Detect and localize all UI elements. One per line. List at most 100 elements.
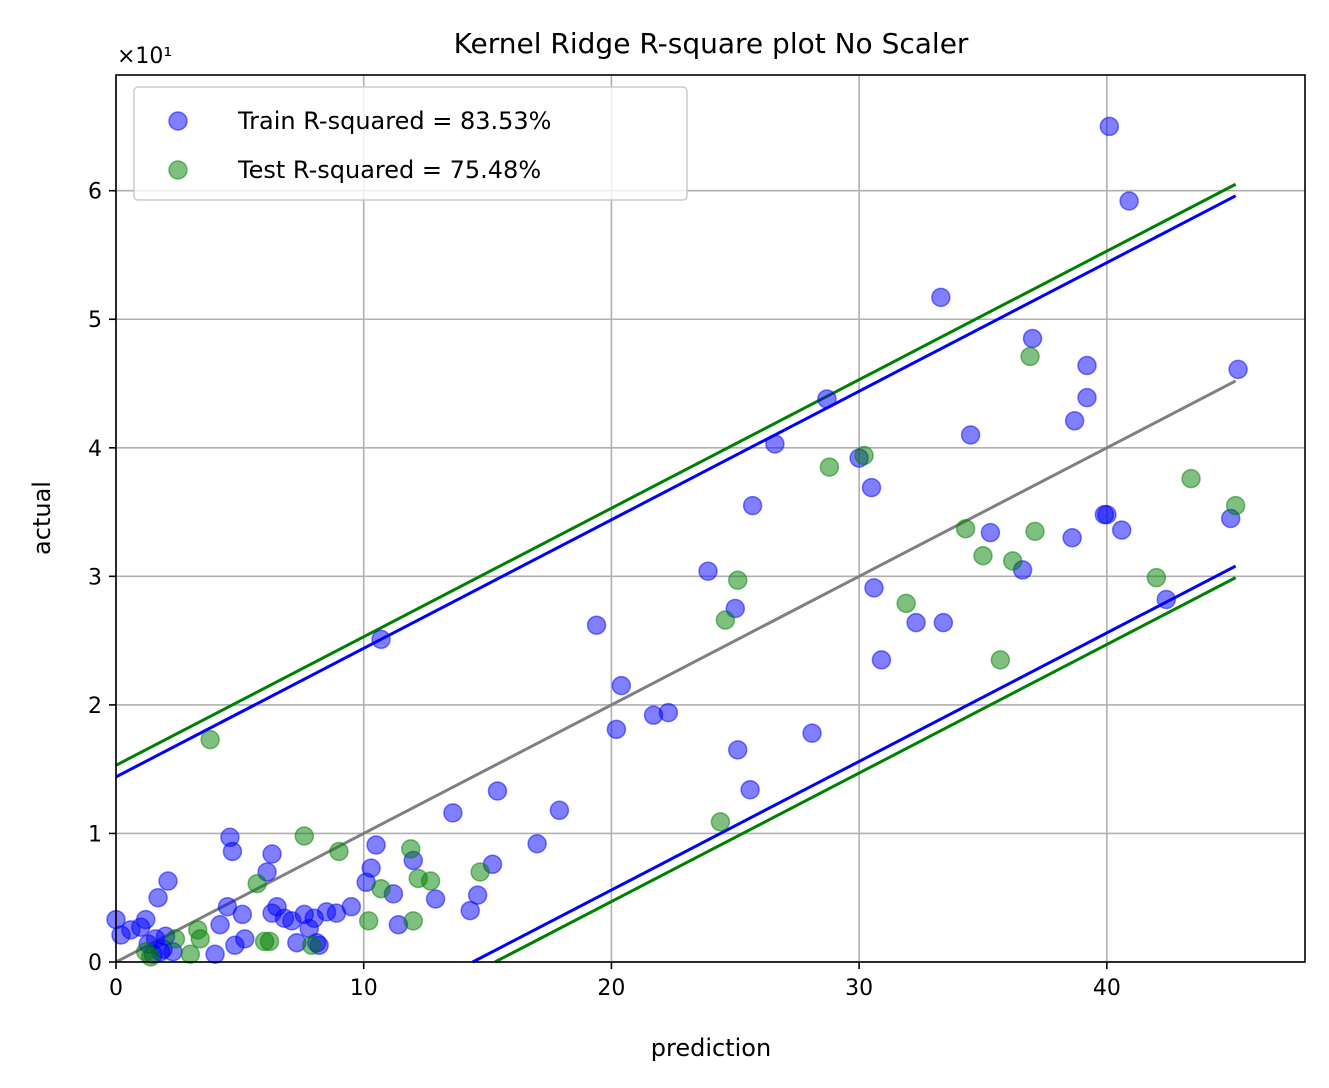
test-point xyxy=(420,871,441,891)
test-point xyxy=(854,445,874,466)
test-point xyxy=(358,911,379,931)
trend-line xyxy=(115,379,1237,964)
scatter-points xyxy=(106,116,1248,967)
trend-lines xyxy=(115,182,1237,964)
legend-train-label: Train R-squared = 83.53% xyxy=(237,107,551,135)
trend-line xyxy=(115,182,1237,767)
train-point xyxy=(527,833,547,854)
train-point xyxy=(980,522,1001,543)
test-point xyxy=(1020,346,1040,367)
train-point xyxy=(960,425,981,445)
test-point xyxy=(1146,567,1167,588)
test-point xyxy=(710,812,731,832)
y-tick-label: 0 xyxy=(88,951,102,976)
train-point xyxy=(871,650,892,670)
x-tick-label: 0 xyxy=(109,976,123,1001)
trend-line xyxy=(494,576,1237,964)
train-point xyxy=(698,561,718,581)
test-point xyxy=(470,862,490,882)
train-point xyxy=(210,914,230,935)
test-point xyxy=(180,944,201,965)
train-point xyxy=(1022,328,1043,349)
test-point xyxy=(955,519,976,539)
train-point xyxy=(802,723,822,743)
y-tick-label: 2 xyxy=(88,694,102,719)
test-point xyxy=(1181,468,1201,489)
test-point xyxy=(259,931,280,952)
train-point xyxy=(341,896,362,917)
train-point xyxy=(549,800,570,821)
train-point xyxy=(740,779,760,800)
chart-title: Kernel Ridge R-square plot No Scaler xyxy=(454,27,969,60)
y-offset-label: ×10¹ xyxy=(117,44,172,69)
train-point xyxy=(262,844,282,864)
test-point xyxy=(973,546,993,566)
test-point xyxy=(896,593,916,614)
test-point xyxy=(247,873,267,894)
train-point xyxy=(235,929,255,949)
train-point xyxy=(487,781,508,801)
test-point xyxy=(1225,495,1246,516)
train-point xyxy=(371,629,391,650)
train-point xyxy=(864,578,884,598)
test-point xyxy=(140,947,161,967)
train-point xyxy=(232,904,253,925)
train-point xyxy=(931,287,951,308)
train-point xyxy=(1064,411,1085,431)
test-point xyxy=(1025,521,1045,542)
train-point xyxy=(443,803,463,823)
train-point xyxy=(135,909,156,930)
train-point xyxy=(1077,387,1097,408)
train-point xyxy=(1119,191,1139,211)
axis-ticks: 0 10 20 30 40 0 1 2 3 4 5 6 xyxy=(88,180,1121,1001)
trend-line xyxy=(472,564,1237,964)
train-point xyxy=(1062,528,1082,548)
train-point xyxy=(765,434,785,454)
test-point xyxy=(294,826,315,846)
train-point xyxy=(361,858,381,878)
train-point xyxy=(611,675,632,696)
test-point xyxy=(371,878,391,899)
test-point xyxy=(403,911,423,931)
test-point xyxy=(200,729,220,750)
train-point xyxy=(906,612,926,633)
legend-test-label: Test R-squared = 75.48% xyxy=(237,156,541,184)
train-point xyxy=(1156,589,1177,610)
legend: Train R-squared = 83.53% Test R-squared … xyxy=(133,86,688,201)
test-point xyxy=(329,841,349,862)
train-point xyxy=(1228,359,1248,380)
x-axis-label: prediction xyxy=(651,1034,771,1062)
test-point xyxy=(1002,551,1023,571)
train-point xyxy=(1111,520,1132,540)
test-point xyxy=(819,457,840,477)
train-point xyxy=(205,944,225,965)
y-axis-label: actual xyxy=(28,481,56,555)
train-point xyxy=(727,740,748,760)
train-point xyxy=(366,835,386,855)
train-point xyxy=(1099,116,1120,137)
train-point xyxy=(1097,504,1117,525)
test-point xyxy=(401,839,421,859)
test-point xyxy=(727,570,748,590)
y-tick-label: 4 xyxy=(88,437,102,462)
legend-box xyxy=(133,86,688,201)
train-point xyxy=(817,389,837,409)
y-tick-label: 3 xyxy=(88,565,102,590)
train-point xyxy=(586,615,607,635)
test-point xyxy=(990,650,1011,670)
y-tick-label: 5 xyxy=(88,308,102,333)
test-point xyxy=(190,929,210,949)
train-point xyxy=(222,841,243,862)
train-point xyxy=(467,885,488,905)
train-point xyxy=(148,887,168,908)
x-tick-label: 40 xyxy=(1093,976,1121,1001)
test-point xyxy=(165,929,186,949)
train-point xyxy=(933,612,954,633)
legend-test-marker xyxy=(168,160,188,180)
train-point xyxy=(742,495,763,516)
plot-frame xyxy=(115,74,1306,963)
legend-train-marker xyxy=(168,111,188,131)
x-tick-label: 10 xyxy=(350,976,378,1001)
train-point xyxy=(1077,355,1097,376)
